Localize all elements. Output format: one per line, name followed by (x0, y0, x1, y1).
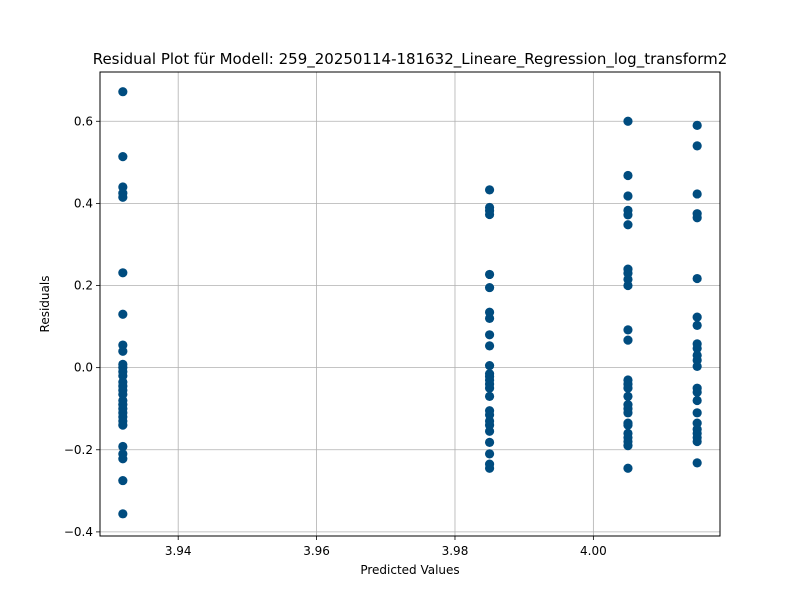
data-point (692, 436, 702, 447)
data-point (623, 325, 633, 335)
data-point (623, 420, 633, 430)
y-tick-label: 0.0 (74, 361, 93, 375)
grid-lines (100, 72, 720, 536)
data-point (692, 458, 702, 468)
data-point (484, 391, 495, 401)
data-point (623, 335, 633, 345)
data-point (692, 395, 702, 406)
data-point (692, 408, 702, 418)
data-point (692, 312, 702, 322)
axis-ticks: 3.94 3.96 3.98 4.00 −0.4 −0.2 0.0 0.2 0.4 0.6 (64, 114, 607, 558)
data-point (118, 475, 128, 486)
data-point (623, 170, 633, 181)
data-point (118, 441, 128, 452)
data-point (484, 209, 495, 220)
data-point (692, 387, 702, 397)
data-point (118, 87, 128, 97)
y-tick-label: −0.4 (64, 525, 93, 539)
data-point (118, 151, 128, 162)
data-point (692, 320, 702, 330)
data-point (484, 269, 495, 280)
data-point (484, 437, 495, 447)
y-tick-label: 0.2 (74, 279, 93, 293)
data-point (692, 141, 702, 151)
data-point (692, 273, 702, 284)
data-point (623, 191, 633, 201)
data-point (692, 343, 702, 353)
y-tick-label: 0.4 (74, 196, 93, 210)
data-point (118, 509, 128, 519)
data-point (484, 463, 495, 473)
y-tick-label: 0.6 (74, 114, 93, 128)
data-point (484, 383, 495, 393)
data-point (484, 282, 495, 293)
x-tick-label: 3.94 (165, 544, 192, 558)
data-point (623, 391, 633, 401)
data-point (484, 313, 495, 323)
data-point (118, 309, 128, 319)
data-point (623, 210, 633, 220)
data-point (118, 346, 128, 356)
data-point (623, 220, 633, 230)
data-point (623, 383, 633, 393)
data-point (484, 426, 495, 436)
data-point (623, 463, 633, 473)
x-tick-label: 4.00 (580, 544, 607, 558)
y-axis-label: Residuals (38, 276, 52, 333)
data-point (118, 454, 128, 464)
chart-title: Residual Plot für Modell: 259_20250114-1… (93, 50, 728, 69)
data-point (692, 361, 702, 372)
data-point (623, 280, 633, 291)
data-point (118, 420, 128, 430)
x-tick-label: 3.98 (442, 544, 469, 558)
data-point (484, 341, 495, 351)
data-point (623, 116, 633, 126)
data-point (623, 408, 633, 418)
data-point (118, 192, 128, 202)
data-point (484, 360, 495, 371)
data-points (118, 87, 702, 519)
data-point (692, 120, 702, 130)
data-point (623, 441, 633, 451)
data-point (484, 185, 495, 195)
data-point (484, 330, 495, 340)
data-point (118, 268, 128, 278)
data-point (692, 213, 702, 223)
y-tick-label: −0.2 (64, 443, 93, 457)
plot-frame (99, 71, 721, 537)
data-point (692, 189, 702, 199)
data-point (484, 449, 495, 459)
x-tick-label: 3.96 (303, 544, 330, 558)
x-axis-label: Predicted Values (360, 563, 459, 577)
